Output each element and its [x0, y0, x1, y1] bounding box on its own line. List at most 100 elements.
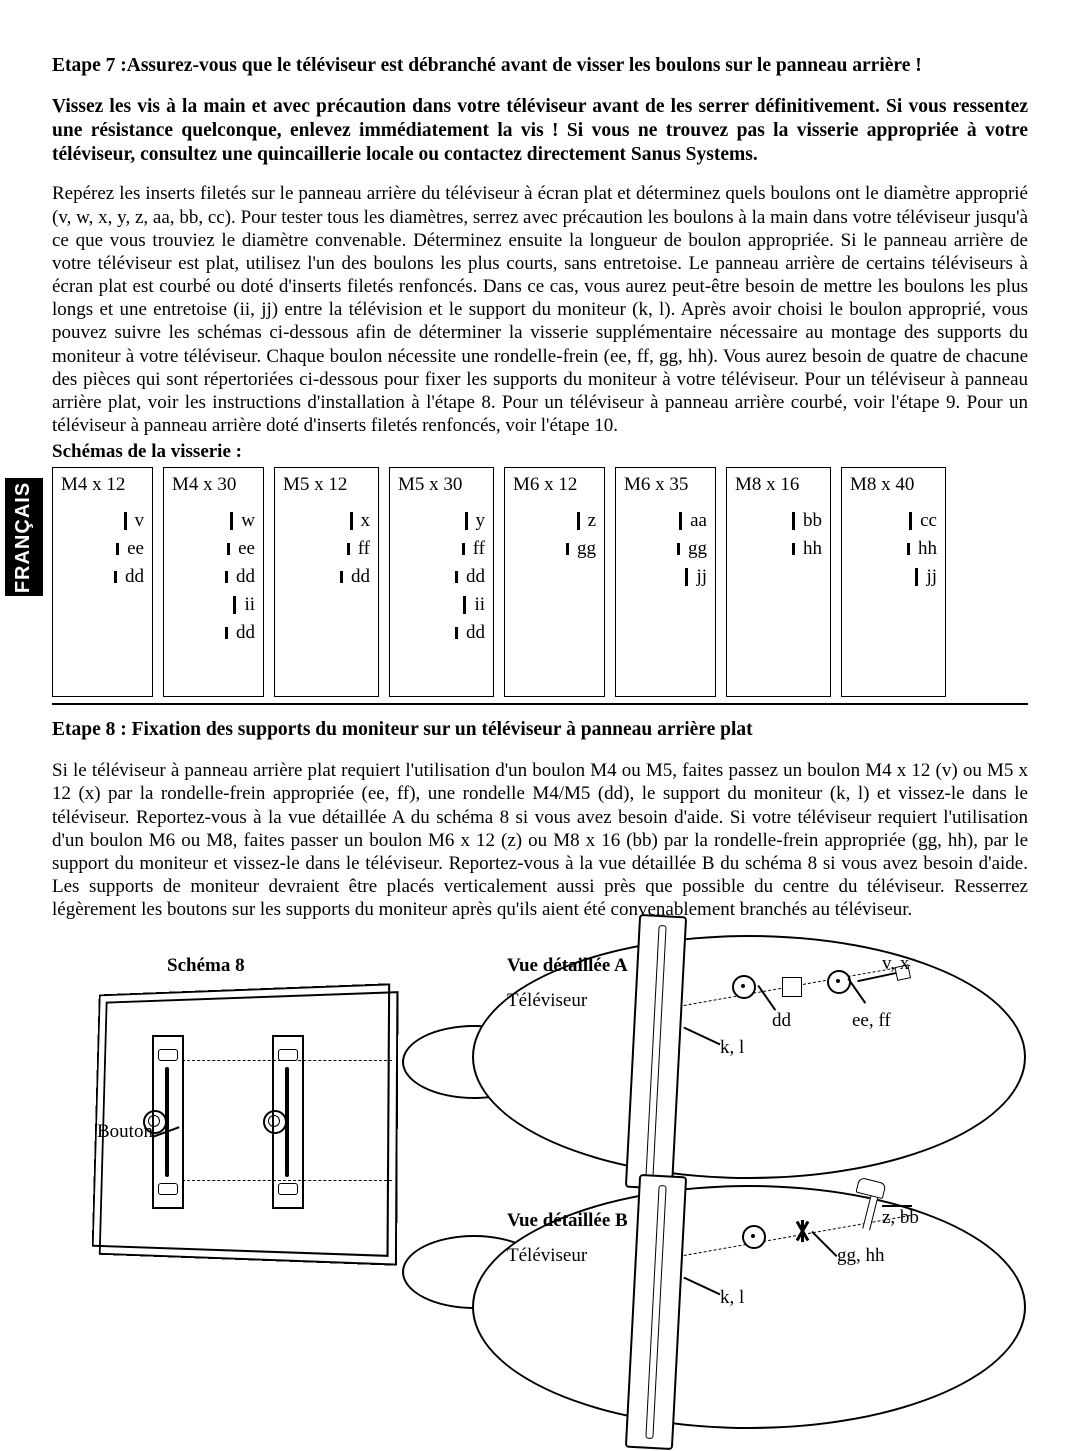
- hw-item: ee: [61, 538, 144, 560]
- hw-code: ff: [473, 538, 485, 560]
- part-eeff: ee, ff: [852, 1010, 891, 1032]
- hw-item: jj: [850, 566, 937, 588]
- hardware-row: M4 x 12 v ee dd M4 x 30 w ee dd ii dd M5…: [52, 467, 1028, 705]
- part-dd: dd: [772, 1010, 791, 1032]
- hw-item: ee: [172, 538, 255, 560]
- hw-item: v: [61, 510, 144, 532]
- hw-item: dd: [398, 622, 485, 644]
- hw-code: dd: [466, 566, 485, 588]
- hw-head: M4 x 30: [172, 474, 255, 496]
- step7-body: Repérez les inserts filetés sur le panne…: [52, 182, 1028, 437]
- tick-icon: [463, 596, 466, 614]
- tick-icon: [116, 543, 119, 555]
- tick-icon: [915, 568, 918, 586]
- hw-code: w: [241, 510, 255, 532]
- bouton-label: Bouton: [97, 1121, 153, 1143]
- step7-warning: Vissez les vis à la main et avec précaut…: [52, 95, 1028, 166]
- tick-icon: [566, 543, 569, 555]
- figure-area: Schéma 8 Bouton Vue détaillée A Télévise…: [52, 925, 1028, 1425]
- tick-icon: [792, 512, 795, 530]
- hw-code: dd: [236, 566, 255, 588]
- hw-code: jj: [696, 566, 707, 588]
- hw-item: x: [283, 510, 370, 532]
- language-tab: FRANÇAIS: [5, 478, 43, 596]
- tick-icon: [227, 543, 230, 555]
- tick-icon: [907, 543, 910, 555]
- hw-item: ff: [283, 538, 370, 560]
- hw-item: gg: [513, 538, 596, 560]
- part-kl-a: k, l: [720, 1037, 744, 1059]
- hw-cell-m5x30: M5 x 30 y ff dd ii dd: [389, 467, 494, 697]
- tick-icon: [114, 571, 117, 583]
- hw-code: cc: [920, 510, 937, 532]
- hw-code: z: [588, 510, 596, 532]
- tick-icon: [465, 512, 468, 530]
- hw-code: ff: [358, 538, 370, 560]
- hw-item: z: [513, 510, 596, 532]
- hw-cell-m6x12: M6 x 12 z gg: [504, 467, 605, 697]
- hw-code: ii: [474, 594, 485, 616]
- hw-item: dd: [172, 566, 255, 588]
- dash-line-icon: [182, 1060, 392, 1061]
- hw-item: hh: [735, 538, 822, 560]
- hw-item: aa: [624, 510, 707, 532]
- page: FRANÇAIS Etape 7 :Assurez-vous que le té…: [0, 0, 1080, 1397]
- tick-icon: [455, 627, 458, 639]
- hw-code: aa: [690, 510, 707, 532]
- hw-code: hh: [803, 538, 822, 560]
- part-gghh: gg, hh: [837, 1245, 885, 1267]
- hw-cell-m8x16: M8 x 16 bb hh: [726, 467, 831, 697]
- language-tab-text: FRANÇAIS: [13, 481, 36, 592]
- tick-icon: [677, 543, 680, 555]
- tick-icon: [679, 512, 682, 530]
- step8-title: Etape 8 : Fixation des supports du monit…: [52, 719, 1028, 741]
- tick-icon: [685, 568, 688, 586]
- step8-body: Si le téléviseur à panneau arrière plat …: [52, 759, 1028, 921]
- tick-icon: [347, 543, 350, 555]
- hw-code: y: [476, 510, 486, 532]
- hw-cell-m5x12: M5 x 12 x ff dd: [274, 467, 379, 697]
- tick-icon: [455, 571, 458, 583]
- hw-item: dd: [172, 622, 255, 644]
- part-kl-b: k, l: [720, 1287, 744, 1309]
- hw-code: gg: [688, 538, 707, 560]
- tick-icon: [350, 512, 353, 530]
- hardware-schemas-title: Schémas de la visserie :: [52, 441, 1028, 463]
- hw-item: ff: [398, 538, 485, 560]
- hw-cell-m4x30: M4 x 30 w ee dd ii dd: [163, 467, 264, 697]
- hw-code: dd: [466, 622, 485, 644]
- hw-item: ii: [172, 594, 255, 616]
- hw-code: dd: [351, 566, 370, 588]
- hw-code: ee: [127, 538, 144, 560]
- hw-item: gg: [624, 538, 707, 560]
- hw-cell-m4x12: M4 x 12 v ee dd: [52, 467, 153, 697]
- hw-code: dd: [236, 622, 255, 644]
- hw-code: ee: [238, 538, 255, 560]
- schema8-panel: [82, 965, 412, 1265]
- detail-a-title: Vue détaillée A: [507, 955, 628, 977]
- tick-icon: [577, 512, 580, 530]
- tick-icon: [124, 512, 127, 530]
- hw-item: w: [172, 510, 255, 532]
- hw-head: M5 x 12: [283, 474, 370, 496]
- hw-code: x: [361, 510, 371, 532]
- detail-b-title: Vue détaillée B: [507, 1210, 628, 1232]
- hw-item: hh: [850, 538, 937, 560]
- tick-icon: [230, 512, 233, 530]
- hw-code: gg: [577, 538, 596, 560]
- hw-head: M4 x 12: [61, 474, 144, 496]
- hw-code: dd: [125, 566, 144, 588]
- tick-icon: [462, 543, 465, 555]
- hw-cell-m6x35: M6 x 35 aa gg jj: [615, 467, 716, 697]
- tick-icon: [340, 571, 343, 583]
- hw-code: v: [135, 510, 145, 532]
- tv-label-b: Téléviseur: [507, 1245, 587, 1267]
- hw-item: dd: [283, 566, 370, 588]
- tv-label-a: Téléviseur: [507, 990, 587, 1012]
- hw-item: dd: [61, 566, 144, 588]
- hw-item: bb: [735, 510, 822, 532]
- hw-item: cc: [850, 510, 937, 532]
- square-washer-icon: [782, 977, 802, 997]
- hw-code: jj: [926, 566, 937, 588]
- part-zbb: z, bb: [882, 1207, 919, 1229]
